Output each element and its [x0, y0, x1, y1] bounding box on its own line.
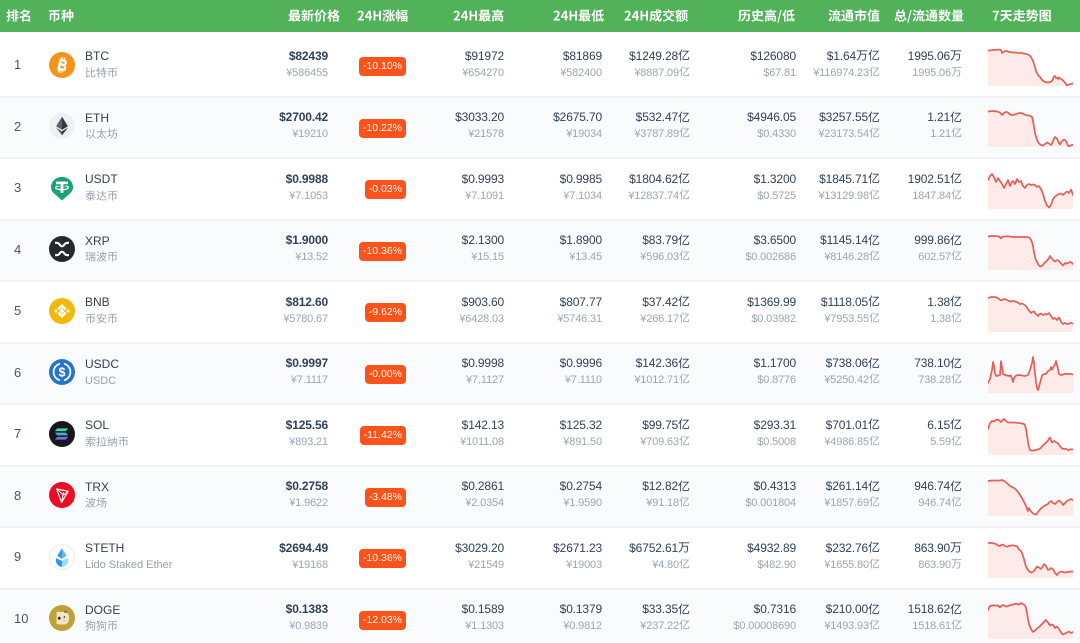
svg-text:$: $ — [59, 366, 66, 380]
